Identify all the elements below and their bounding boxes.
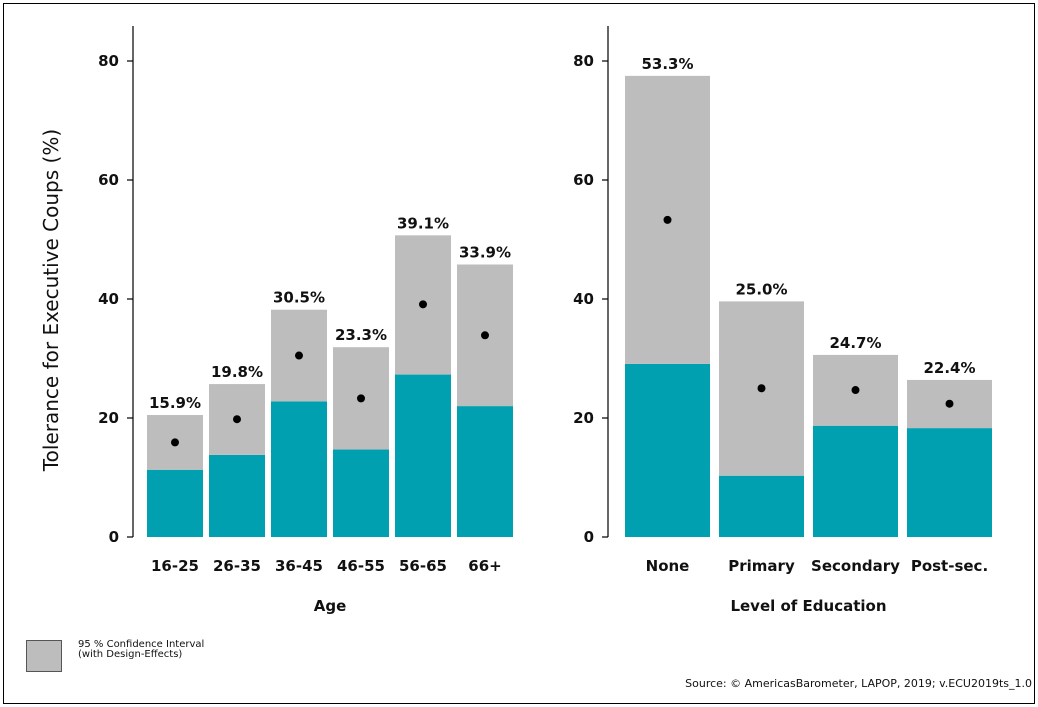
- value-label-1-1: 25.0%: [735, 280, 787, 298]
- y-axis-title: Tolerance for Executive Coups (%): [39, 129, 63, 472]
- point-estimate-1-2: [851, 386, 860, 395]
- category-label-0-1: 26-35: [213, 557, 261, 575]
- point-estimate-0-3: [357, 394, 365, 403]
- point-estimate-1-0: [663, 215, 672, 224]
- point-estimate-1-3: [945, 399, 954, 408]
- category-label-0-5: 66+: [468, 557, 501, 575]
- category-label-1-0: None: [646, 557, 690, 575]
- value-label-1-0: 53.3%: [641, 55, 693, 73]
- y-tick-label-0-0: 0: [109, 528, 119, 546]
- bar-1-3: [907, 428, 992, 537]
- value-label-0-5: 33.9%: [459, 243, 511, 261]
- bar-1-0: [625, 363, 710, 537]
- point-estimate-0-2: [295, 351, 303, 360]
- bar-0-5: [457, 406, 513, 537]
- value-label-0-0: 15.9%: [149, 394, 201, 412]
- y-tick-label-1-1: 20: [573, 409, 594, 427]
- bar-1-1: [719, 475, 804, 537]
- y-tick-label-1-4: 80: [573, 52, 594, 70]
- point-estimate-0-0: [171, 438, 179, 447]
- value-label-1-2: 24.7%: [829, 334, 881, 352]
- bar-0-0: [147, 469, 203, 537]
- legend-text: 95 % Confidence Interval (with Design-Ef…: [78, 640, 204, 660]
- point-estimate-1-1: [757, 384, 766, 393]
- y-tick-label-0-1: 20: [98, 409, 119, 427]
- legend-line-1: 95 % Confidence Interval: [78, 639, 205, 650]
- category-label-1-2: Secondary: [811, 557, 900, 575]
- category-label-0-2: 36-45: [275, 557, 323, 575]
- legend-swatch-ci: [26, 640, 62, 672]
- category-label-1-1: Primary: [728, 557, 795, 575]
- bar-0-3: [333, 449, 389, 537]
- x-axis-title-1: Level of Education: [730, 597, 886, 615]
- y-tick-label-1-3: 60: [573, 171, 594, 189]
- value-label-0-2: 30.5%: [273, 289, 325, 307]
- point-estimate-0-4: [419, 300, 427, 309]
- bar-0-1: [209, 454, 265, 537]
- category-label-1-3: Post-sec.: [911, 557, 988, 575]
- source-note: Source: © AmericasBarometer, LAPOP, 2019…: [685, 677, 1032, 690]
- legend-line-2: (with Design-Effects): [78, 649, 183, 660]
- value-label-0-3: 23.3%: [335, 326, 387, 344]
- category-label-0-3: 46-55: [337, 557, 385, 575]
- y-tick-label-0-2: 40: [98, 290, 119, 308]
- bar-1-2: [813, 425, 898, 537]
- x-axis-title-0: Age: [314, 597, 347, 615]
- bar-0-4: [395, 374, 451, 537]
- y-tick-label-1-2: 40: [573, 290, 594, 308]
- y-tick-label-0-4: 80: [98, 52, 119, 70]
- value-label-0-4: 39.1%: [397, 214, 449, 232]
- category-label-0-4: 56-65: [399, 557, 447, 575]
- value-label-0-1: 19.8%: [211, 363, 263, 381]
- value-label-1-3: 22.4%: [923, 359, 975, 377]
- chart-frame: [3, 3, 1035, 704]
- category-label-0-0: 16-25: [151, 557, 199, 575]
- point-estimate-0-5: [481, 331, 489, 340]
- legend: 95 % Confidence Interval (with Design-Ef…: [26, 640, 204, 672]
- y-tick-label-1-0: 0: [584, 528, 594, 546]
- y-tick-label-0-3: 60: [98, 171, 119, 189]
- point-estimate-0-1: [233, 415, 241, 424]
- bar-0-2: [271, 401, 327, 537]
